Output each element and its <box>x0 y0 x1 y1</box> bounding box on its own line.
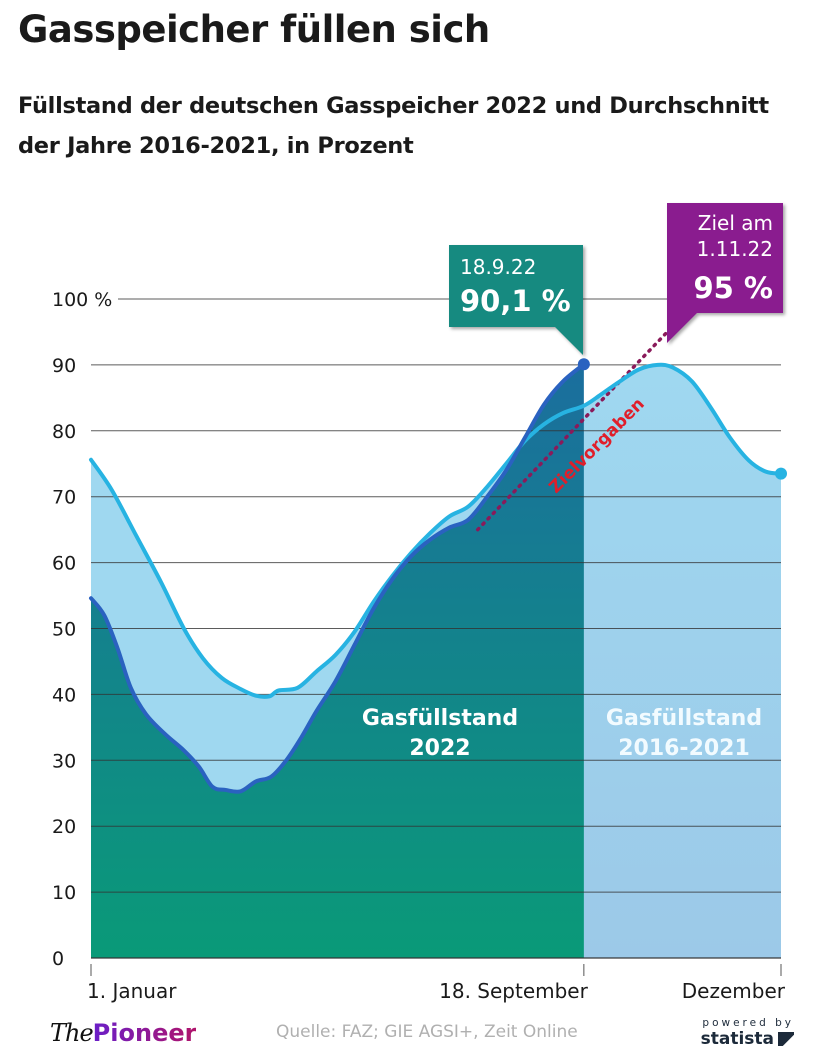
series-label-avg-line1: Gasfüllstand <box>606 706 762 731</box>
x-tick-label: 18. September <box>439 979 588 1003</box>
the-pioneer-logo: ThePioneer <box>50 1018 196 1048</box>
y-tick-label: 20 <box>52 816 76 838</box>
y-tick-label: 30 <box>52 750 76 772</box>
statista-name: statista <box>700 1029 774 1049</box>
source-note: Quelle: FAZ; GIE AGSI+, Zeit Online <box>276 1022 578 1042</box>
statista-badge[interactable]: powered by statista <box>701 1017 794 1049</box>
series-label-2022-line1: Gasfüllstand <box>362 706 518 731</box>
chart-subtitle: Füllstand der deutschen Gasspeicher 2022… <box>18 93 769 159</box>
powered-by-label: powered by <box>702 1017 794 1029</box>
y-tick-label: 50 <box>52 619 76 641</box>
line-layer <box>89 330 787 794</box>
statista-logo-icon <box>778 1032 794 1046</box>
y-tick-label: 10 <box>52 882 76 904</box>
chart-svg: 0 10 20 30 40 50 60 70 80 90 100 % 1. Januar 18. Sep… <box>52 203 787 1003</box>
line-2022 <box>89 362 586 794</box>
y-tick-label: 0 <box>52 948 64 970</box>
y-tick-label: 100 % <box>52 289 112 311</box>
callout-2022-date: 18.9.22 <box>460 255 536 279</box>
series-label-2022-line2: 2022 <box>409 736 470 761</box>
series-label-avg-line2: 2016-2021 <box>618 736 750 761</box>
callout-target-line1: Ziel am <box>698 211 773 235</box>
point-avg-end <box>775 467 787 480</box>
logo-the: The <box>50 1019 94 1047</box>
point-2022-end <box>577 358 590 371</box>
y-tick-label: 40 <box>52 684 76 706</box>
callout-2022 <box>449 245 583 355</box>
y-tick-label: 80 <box>52 421 76 443</box>
logo-pioneer: Pioneer <box>92 1019 197 1047</box>
callout-target-line2: 1.11.22 <box>697 237 773 261</box>
line-avg-2016-2021 <box>89 362 783 699</box>
callout-target <box>667 203 783 343</box>
axis-ticks: 0 10 20 30 40 50 60 70 80 90 100 % 1. Januar 18. Sep… <box>52 289 786 1003</box>
area-avg-right <box>583 364 781 958</box>
x-tick-label: Dezember <box>682 979 786 1003</box>
target-line <box>475 330 670 532</box>
callout-target-value: 95 % <box>693 271 773 305</box>
y-tick-label: 90 <box>52 355 76 377</box>
x-tick-label: 1. Januar <box>87 979 177 1003</box>
y-tick-label: 70 <box>52 487 76 509</box>
chart-title: Gasspeicher füllen sich <box>18 8 490 51</box>
y-tick-label: 60 <box>52 553 76 575</box>
callout-2022-value: 90,1 % <box>460 284 571 318</box>
area-2022 <box>91 364 584 959</box>
callout-target-box <box>667 203 783 343</box>
callout-2022-box <box>449 245 583 355</box>
grid-layer <box>91 298 781 959</box>
area-layer <box>91 364 781 959</box>
